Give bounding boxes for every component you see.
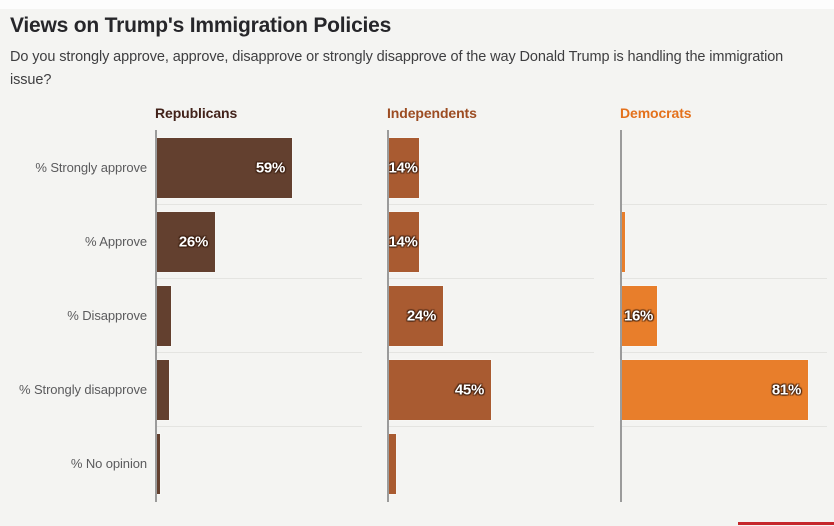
gridline — [620, 204, 827, 205]
bar-value-label: 14% — [388, 233, 418, 251]
bar-democrats-approve — [620, 212, 625, 272]
gridline — [155, 278, 362, 279]
bar-independents-disapprove: 24% — [387, 286, 443, 346]
bar-value-label: 81% — [771, 381, 801, 399]
bar-republicans-strongly-disapprove — [155, 360, 169, 420]
category-label-no-opinion: % No opinion — [70, 455, 147, 471]
bar-value-label: 14% — [388, 159, 418, 177]
bar-independents-strongly-disapprove: 45% — [387, 360, 491, 420]
gridline — [387, 278, 594, 279]
series-header-republicans: Republicans — [155, 105, 238, 121]
bar-republicans-approve: 26% — [155, 212, 215, 272]
bar-value-label: 16% — [623, 307, 654, 325]
axis-line-republicans — [155, 130, 157, 502]
bar-independents-strongly-approve: 14% — [387, 138, 419, 198]
bar-republicans-no-opinion — [155, 434, 160, 494]
bar-republicans-disapprove — [155, 286, 171, 346]
category-label-strongly-disapprove: % Strongly disapprove — [19, 381, 147, 397]
series-header-independents: Independents — [387, 105, 477, 121]
top-strip — [0, 0, 834, 9]
brand-red-line — [738, 522, 834, 525]
gridline — [620, 426, 827, 427]
bar-value-label: 45% — [454, 381, 484, 399]
category-label-approve: % Approve — [85, 233, 147, 249]
bar-independents-no-opinion — [387, 434, 396, 494]
axis-line-democrats — [620, 130, 622, 502]
bar-value-label: 26% — [178, 233, 208, 251]
bar-republicans-strongly-approve: 59% — [155, 138, 292, 198]
gridline — [620, 352, 827, 353]
category-label-strongly-approve: % Strongly approve — [35, 159, 147, 175]
gridline — [620, 278, 827, 279]
gridline — [155, 426, 362, 427]
gridline — [155, 204, 362, 205]
gridline — [387, 204, 594, 205]
chart-subtitle: Do you strongly approve, approve, disapp… — [10, 49, 784, 89]
series-header-democrats: Democrats — [620, 105, 692, 121]
bar-value-label: 24% — [406, 307, 436, 325]
bar-democrats-strongly-disapprove: 81% — [620, 360, 808, 420]
gridline — [387, 352, 594, 353]
bar-value-label: 59% — [255, 159, 285, 177]
bar-democrats-disapprove: 16% — [620, 286, 657, 346]
page-title: Views on Trump's Immigration Policies — [10, 14, 392, 37]
category-label-disapprove: % Disapprove — [67, 307, 147, 323]
gridline — [155, 352, 362, 353]
gridline — [387, 426, 594, 427]
bar-independents-approve: 14% — [387, 212, 419, 272]
axis-line-independents — [387, 130, 389, 502]
